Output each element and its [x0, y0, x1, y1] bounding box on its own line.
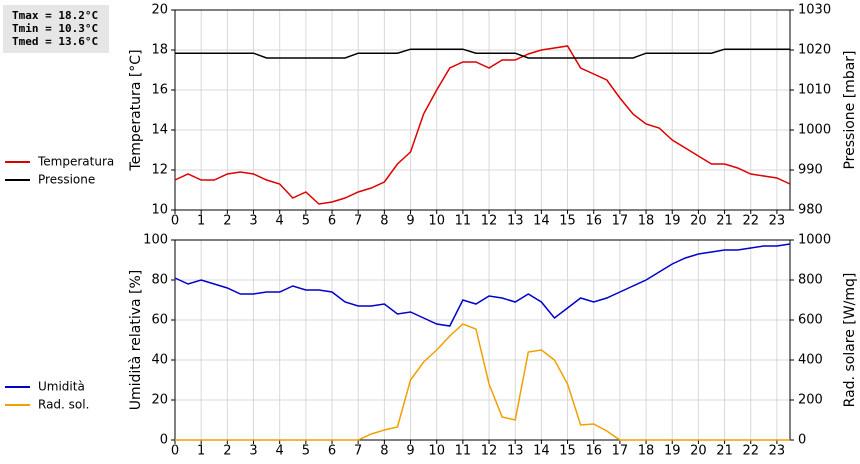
- x-tick-label: 6: [328, 444, 336, 459]
- data-line: [174, 243, 791, 327]
- y-tick-label: 12: [151, 163, 168, 178]
- x-tick-label: 14: [533, 214, 550, 229]
- plot-frame: [174, 9, 791, 211]
- y-tick-label: 40: [151, 353, 168, 368]
- x-tick-label: 11: [455, 444, 472, 459]
- stats-box: [3, 5, 109, 53]
- y2-tick-label: 1010: [798, 83, 831, 98]
- x-tick-label: 16: [585, 214, 602, 229]
- x-tick-label: 2: [223, 214, 231, 229]
- legend-label: Umidità: [38, 380, 85, 394]
- y2-tick-label: 400: [798, 353, 823, 368]
- y2-tick-label: 600: [798, 313, 823, 328]
- x-tick-label: 9: [406, 444, 414, 459]
- y2-tick-label: 990: [798, 163, 823, 178]
- y-tick-label: 14: [151, 123, 168, 138]
- x-tick-label: 21: [716, 214, 733, 229]
- stats-annotation: Tmax = 18.2°C: [12, 9, 98, 22]
- x-tick-label: 21: [716, 444, 733, 459]
- y-tick-label: 80: [151, 273, 168, 288]
- x-tick-label: 12: [481, 214, 498, 229]
- y-tick-label: 60: [151, 313, 168, 328]
- x-tick-label: 0: [171, 444, 179, 459]
- x-tick-label: 23: [769, 444, 786, 459]
- x-tick-label: 11: [455, 214, 472, 229]
- data-line: [175, 48, 790, 59]
- y2-tick-label: 1020: [798, 43, 831, 58]
- y2-tick-label: 1030: [798, 3, 831, 18]
- x-tick-label: 15: [559, 444, 576, 459]
- legend-label: Pressione: [38, 173, 95, 187]
- x-tick-label: 8: [380, 214, 388, 229]
- x-tick-label: 9: [406, 214, 414, 229]
- x-tick-label: 17: [612, 214, 629, 229]
- y2-tick-label: 800: [798, 273, 823, 288]
- x-tick-label: 1: [197, 444, 205, 459]
- x-tick-label: 6: [328, 214, 336, 229]
- x-tick-label: 10: [428, 214, 445, 229]
- x-tick-label: 13: [507, 444, 524, 459]
- y-axis-label: Temperatura [°C]: [128, 49, 144, 171]
- x-tick-label: 22: [742, 214, 759, 229]
- x-tick-label: 10: [428, 444, 445, 459]
- y-tick-label: 100: [143, 233, 168, 248]
- x-tick-label: 19: [664, 444, 681, 459]
- legend-label: Rad. sol.: [38, 398, 89, 412]
- y-tick-label: 20: [151, 3, 168, 18]
- x-tick-label: 12: [481, 444, 498, 459]
- y2-tick-label: 980: [798, 203, 823, 218]
- y-tick-label: 16: [151, 83, 168, 98]
- x-tick-label: 18: [638, 444, 655, 459]
- x-tick-label: 15: [559, 214, 576, 229]
- x-tick-label: 5: [302, 214, 310, 229]
- x-tick-label: 18: [638, 214, 655, 229]
- x-tick-label: 3: [249, 444, 257, 459]
- x-tick-label: 1: [197, 214, 205, 229]
- x-tick-label: 19: [664, 214, 681, 229]
- y-tick-label: 0: [160, 433, 168, 448]
- y2-tick-label: 1000: [798, 233, 831, 248]
- legend-label: Temperatura: [37, 155, 114, 169]
- x-tick-label: 22: [742, 444, 759, 459]
- x-tick-label: 14: [533, 444, 550, 459]
- y2-tick-label: 1000: [798, 123, 831, 138]
- plot-frame: [174, 239, 791, 441]
- x-tick-label: 23: [769, 214, 786, 229]
- y-axis-label: Umidità relativa [%]: [128, 270, 144, 411]
- y-tick-label: 20: [151, 393, 168, 408]
- x-tick-label: 16: [585, 444, 602, 459]
- stats-annotation: Tmed = 13.6°C: [12, 35, 98, 48]
- y2-axis-label: Pressione [mbar]: [842, 50, 858, 169]
- x-tick-label: 4: [276, 214, 284, 229]
- x-tick-label: 7: [354, 214, 362, 229]
- x-tick-label: 20: [690, 214, 707, 229]
- y2-tick-label: 0: [798, 433, 806, 448]
- y2-axis-label: Rad. solare [W/mq]: [842, 273, 858, 408]
- x-tick-label: 3: [249, 214, 257, 229]
- y2-tick-label: 200: [798, 393, 823, 408]
- x-tick-label: 17: [612, 444, 629, 459]
- y-tick-label: 10: [151, 203, 168, 218]
- stats-annotation: Tmin = 10.3°C: [12, 22, 98, 35]
- x-tick-label: 0: [171, 214, 179, 229]
- x-tick-label: 4: [276, 444, 284, 459]
- x-tick-label: 20: [690, 444, 707, 459]
- data-line: [175, 323, 790, 441]
- x-tick-label: 5: [302, 444, 310, 459]
- x-tick-label: 7: [354, 444, 362, 459]
- data-line: [174, 45, 791, 205]
- x-tick-label: 13: [507, 214, 524, 229]
- x-tick-label: 8: [380, 444, 388, 459]
- y-tick-label: 18: [151, 43, 168, 58]
- x-tick-label: 2: [223, 444, 231, 459]
